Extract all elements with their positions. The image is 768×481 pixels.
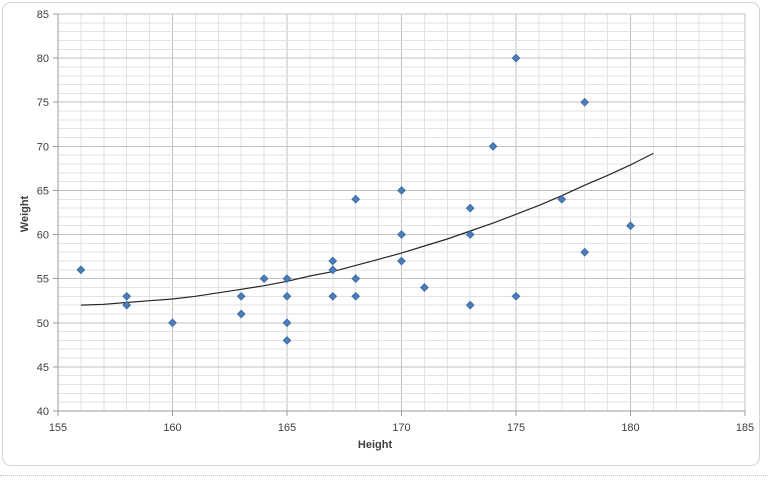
data-point[interactable] <box>397 256 406 266</box>
x-tick-label[interactable]: 175 <box>507 422 525 434</box>
y-tick-label[interactable]: 85 <box>37 9 49 21</box>
data-point[interactable] <box>282 336 292 345</box>
x-tick-label[interactable]: 180 <box>621 422 639 434</box>
data-point[interactable] <box>236 309 246 319</box>
y-tick-label[interactable]: 80 <box>37 53 49 65</box>
x-axis-title[interactable]: Height <box>357 439 393 451</box>
y-tick-label[interactable]: 70 <box>37 141 49 153</box>
trendline[interactable] <box>80 152 654 306</box>
data-point[interactable] <box>626 221 635 231</box>
data-point[interactable] <box>328 291 338 301</box>
data-point[interactable] <box>259 274 269 284</box>
x-tick-label[interactable]: 160 <box>163 422 181 434</box>
data-point[interactable] <box>397 230 406 239</box>
y-tick-label[interactable]: 40 <box>37 406 49 418</box>
x-tick-label[interactable]: 185 <box>736 422 754 434</box>
data-point[interactable] <box>122 291 132 301</box>
data-point[interactable] <box>351 274 361 284</box>
y-tick-label[interactable]: 45 <box>37 362 49 374</box>
data-point[interactable] <box>168 318 177 328</box>
worksheet-gridline <box>0 475 768 476</box>
data-point[interactable] <box>580 97 590 107</box>
y-tick-label[interactable]: 50 <box>37 318 49 330</box>
data-point[interactable] <box>465 230 475 239</box>
data-point[interactable] <box>511 53 521 63</box>
data-point[interactable] <box>282 274 292 284</box>
data-point[interactable] <box>282 318 292 328</box>
y-tick-label[interactable]: 65 <box>37 185 49 197</box>
data-point[interactable] <box>557 194 567 204</box>
data-point[interactable] <box>351 194 361 204</box>
data-point[interactable] <box>488 141 498 151</box>
data-point[interactable] <box>122 300 132 310</box>
chart-frame[interactable] <box>2 2 760 466</box>
y-tick-label[interactable]: 75 <box>37 97 49 109</box>
data-point[interactable] <box>580 247 590 257</box>
x-tick-label[interactable]: 165 <box>278 422 296 434</box>
data-point[interactable] <box>511 291 521 301</box>
y-axis-title[interactable]: Weight <box>19 195 31 233</box>
data-point[interactable] <box>420 283 429 292</box>
y-tick-label[interactable]: 60 <box>37 230 49 242</box>
data-point[interactable] <box>465 203 475 213</box>
y-tick-label[interactable]: 55 <box>37 274 49 286</box>
data-point[interactable] <box>397 186 406 195</box>
data-point[interactable] <box>236 291 246 301</box>
data-point[interactable] <box>465 300 475 310</box>
data-point[interactable] <box>282 291 292 301</box>
data-point[interactable] <box>328 265 338 275</box>
x-tick-label[interactable]: 155 <box>49 422 67 434</box>
data-point[interactable] <box>351 291 361 301</box>
x-tick-label[interactable]: 170 <box>392 422 410 434</box>
data-point[interactable] <box>328 256 338 266</box>
data-point[interactable] <box>76 265 86 275</box>
